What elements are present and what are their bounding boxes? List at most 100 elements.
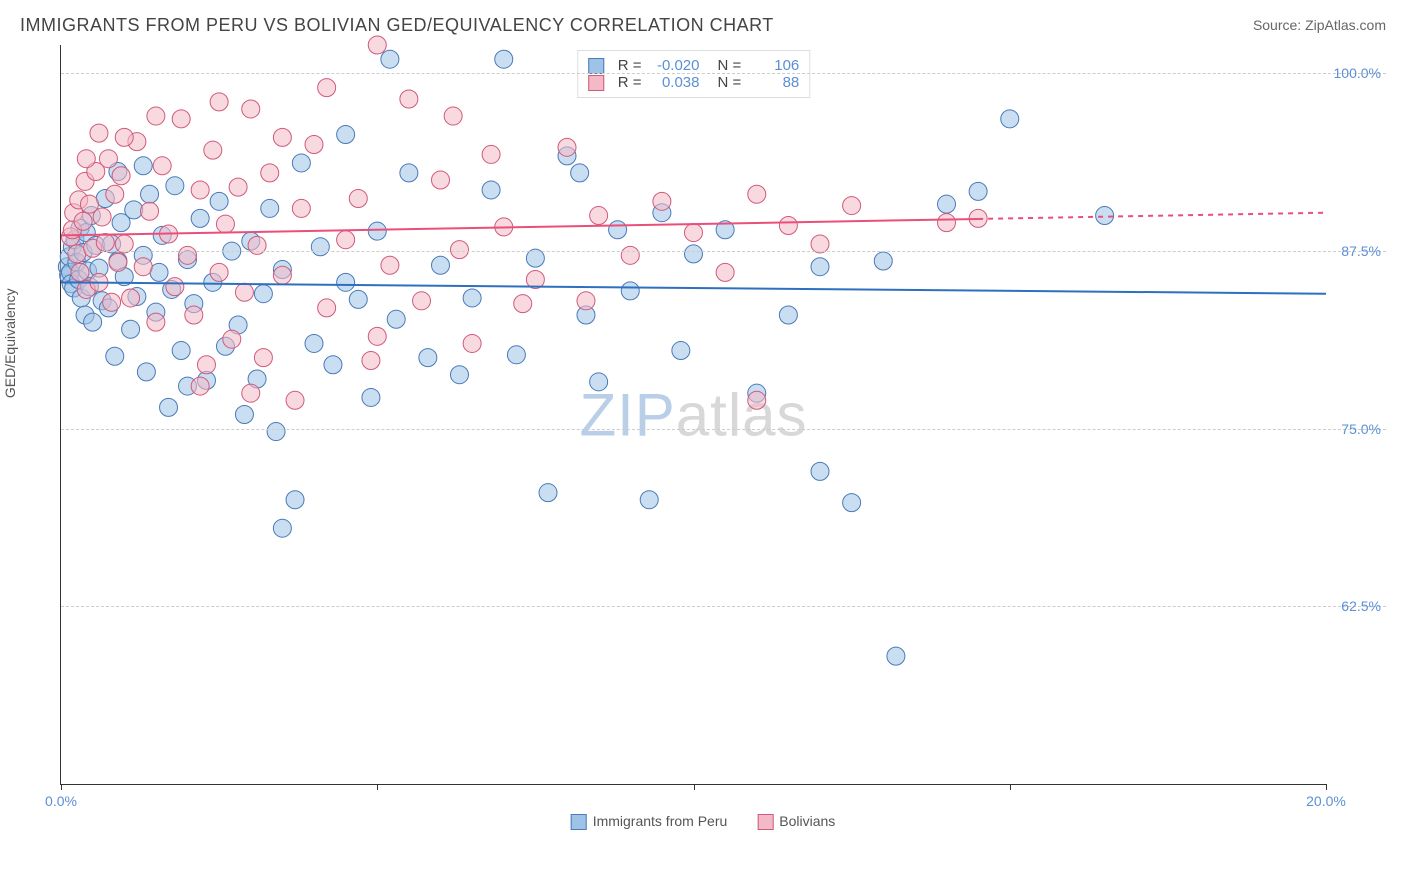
scatter-point <box>242 100 260 118</box>
scatter-point <box>1096 207 1114 225</box>
scatter-point <box>235 406 253 424</box>
scatter-point <box>166 177 184 195</box>
scatter-point <box>242 384 260 402</box>
scatter-point <box>267 423 285 441</box>
scatter-point <box>349 290 367 308</box>
scatter-point <box>685 224 703 242</box>
scatter-point <box>482 145 500 163</box>
n-value: 88 <box>749 74 799 91</box>
scatter-point <box>90 124 108 142</box>
scatter-point <box>811 462 829 480</box>
scatter-point <box>153 157 171 175</box>
scatter-point <box>368 327 386 345</box>
scatter-point <box>368 36 386 54</box>
scatter-point <box>216 215 234 233</box>
scatter-point <box>609 221 627 239</box>
gridline <box>61 429 1386 430</box>
scatter-point <box>311 238 329 256</box>
scatter-point <box>843 197 861 215</box>
scatter-point <box>109 253 127 271</box>
scatter-point <box>811 258 829 276</box>
y-axis-label: GED/Equivalency <box>2 288 18 398</box>
scatter-point <box>103 293 121 311</box>
scatter-point <box>349 189 367 207</box>
scatter-point <box>387 310 405 328</box>
scatter-point <box>197 356 215 374</box>
scatter-point <box>254 349 272 367</box>
legend-label: Immigrants from Peru <box>593 813 728 829</box>
scatter-point <box>337 231 355 249</box>
y-tick-label: 100.0% <box>1334 65 1381 81</box>
x-tick <box>61 784 62 790</box>
scatter-point <box>77 150 95 168</box>
scatter-point <box>653 192 671 210</box>
scatter-point <box>223 330 241 348</box>
scatter-point <box>938 195 956 213</box>
scatter-point <box>210 93 228 111</box>
gridline <box>61 251 1386 252</box>
legend-label: Bolivians <box>779 813 835 829</box>
r-value: -0.020 <box>650 57 700 74</box>
scatter-point <box>147 107 165 125</box>
scatter-point <box>318 79 336 97</box>
chart-title: IMMIGRANTS FROM PERU VS BOLIVIAN GED/EQU… <box>20 15 774 36</box>
scatter-point <box>444 107 462 125</box>
scatter-point <box>450 366 468 384</box>
scatter-point <box>106 347 124 365</box>
x-tick <box>377 784 378 790</box>
scatter-point <box>137 363 155 381</box>
scatter-point <box>672 342 690 360</box>
scatter-point <box>716 263 734 281</box>
scatter-point <box>112 167 130 185</box>
scatter-point <box>204 141 222 159</box>
scatter-point <box>286 391 304 409</box>
legend-item: Immigrants from Peru <box>571 813 728 830</box>
n-value: 106 <box>749 57 799 74</box>
n-label: N = <box>718 74 742 91</box>
stats-legend-row: R =0.038N =88 <box>588 74 800 91</box>
scatter-point <box>84 313 102 331</box>
scatter-point <box>134 258 152 276</box>
scatter-point <box>210 263 228 281</box>
scatter-point <box>685 245 703 263</box>
scatter-point <box>507 346 525 364</box>
source-name: ZipAtlas.com <box>1305 17 1386 33</box>
legend-swatch <box>757 814 773 830</box>
scatter-point <box>463 289 481 307</box>
scatter-point <box>68 245 86 263</box>
scatter-point <box>381 50 399 68</box>
scatter-point <box>273 519 291 537</box>
scatter-point <box>292 154 310 172</box>
plot-wrapper: GED/Equivalency ZIPatlas R =-0.020N =106… <box>20 45 1386 845</box>
scatter-point <box>1001 110 1019 128</box>
scatter-point <box>432 171 450 189</box>
scatter-point <box>150 263 168 281</box>
scatter-point <box>843 494 861 512</box>
scatter-point <box>273 266 291 284</box>
scatter-point <box>115 128 133 146</box>
r-label: R = <box>618 74 642 91</box>
y-tick-label: 87.5% <box>1341 243 1381 259</box>
legend-swatch <box>588 75 604 91</box>
scatter-point <box>419 349 437 367</box>
scatter-point <box>779 306 797 324</box>
scatter-point <box>254 285 272 303</box>
x-tick <box>1010 784 1011 790</box>
legend-swatch <box>588 58 604 74</box>
scatter-point <box>99 150 117 168</box>
scatter-point <box>413 292 431 310</box>
n-label: N = <box>718 57 742 74</box>
scatter-point <box>235 283 253 301</box>
scatter-point <box>261 164 279 182</box>
header-row: IMMIGRANTS FROM PERU VS BOLIVIAN GED/EQU… <box>20 10 1386 40</box>
scatter-point <box>273 128 291 146</box>
x-tick-label: 20.0% <box>1306 793 1346 809</box>
r-label: R = <box>618 57 642 74</box>
x-tick <box>1326 784 1327 790</box>
scatter-point <box>779 216 797 234</box>
scatter-point <box>191 377 209 395</box>
scatter-point <box>432 256 450 274</box>
scatter-point <box>362 351 380 369</box>
scatter-point <box>463 334 481 352</box>
scatter-point <box>93 208 111 226</box>
